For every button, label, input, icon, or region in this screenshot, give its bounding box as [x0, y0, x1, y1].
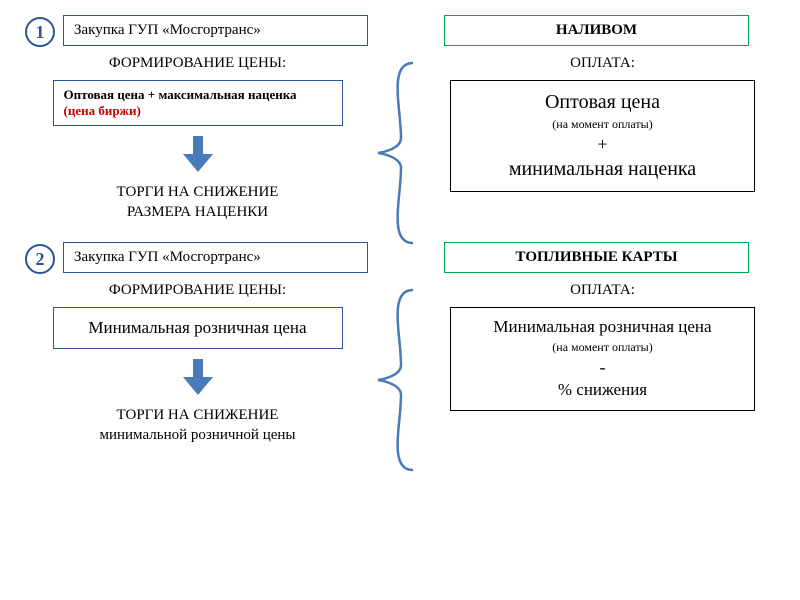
formula-line2-1: (цена биржи) [64, 103, 141, 118]
step-number-2: 2 [25, 244, 55, 274]
section-2-right: ОПЛАТА: Минимальная розничная цена (на м… [430, 280, 775, 411]
method-box-2: ТОПЛИВНЫЕ КАРТЫ [444, 242, 749, 273]
pay-l3-1: минимальная наценка [463, 156, 742, 183]
arrow-down-icon-2 [183, 359, 213, 400]
payment-heading-2: ОПЛАТА: [570, 282, 635, 299]
section-1-right: ОПЛАТА: Оптовая цена (на момент оплаты) … [430, 53, 775, 192]
step-number-1: 1 [25, 17, 55, 47]
section-1-body: ФОРМИРОВАНИЕ ЦЕНЫ: Оптовая цена + максим… [25, 53, 775, 222]
pay-l1-2: Минимальная розничная цена [463, 316, 742, 339]
price-formation-heading-2: ФОРМИРОВАНИЕ ЦЕНЫ: [109, 282, 286, 299]
arrow-down-icon-1 [183, 136, 213, 177]
auction-result-2: ТОРГИ НА СНИЖЕНИЕ минимальной розничной … [99, 406, 295, 445]
method-box-1: НАЛИВОМ [444, 15, 749, 46]
pay-l2-1: (на момент оплаты) [463, 116, 742, 132]
formula-box-2: Минимальная розничная цена [53, 307, 343, 349]
formula-box-1: Оптовая цена + максимальная наценка (цен… [53, 80, 343, 126]
formula-line1-2: Минимальная розничная цена [88, 318, 306, 337]
payment-heading-1: ОПЛАТА: [570, 55, 635, 72]
brace-icon-2 [373, 285, 418, 480]
pay-l3-2: % снижения [463, 379, 742, 402]
pay-op-2: - [463, 355, 742, 379]
formula-line1-1: Оптовая цена + максимальная наценка [64, 87, 297, 102]
payment-box-2: Минимальная розничная цена (на момент оп… [450, 307, 755, 411]
price-formation-heading-1: ФОРМИРОВАНИЕ ЦЕНЫ: [109, 55, 286, 72]
section-2-left: ФОРМИРОВАНИЕ ЦЕНЫ: Минимальная розничная… [25, 280, 370, 445]
pay-op-1: + [463, 132, 742, 156]
purchase-title-box-2: Закупка ГУП «Мосгортранс» [63, 242, 368, 273]
auction-result-1: ТОРГИ НА СНИЖЕНИЕ РАЗМЕРА НАЦЕНКИ [117, 183, 279, 222]
pay-l1-1: Оптовая цена [463, 89, 742, 116]
section-1-left: ФОРМИРОВАНИЕ ЦЕНЫ: Оптовая цена + максим… [25, 53, 370, 222]
section-2-body: ФОРМИРОВАНИЕ ЦЕНЫ: Минимальная розничная… [25, 280, 775, 445]
section-2: 2 Закупка ГУП «Мосгортранс» ТОПЛИВНЫЕ КА… [25, 242, 775, 445]
section-1: 1 Закупка ГУП «Мосгортранс» НАЛИВОМ ФОРМ… [25, 15, 775, 222]
payment-box-1: Оптовая цена (на момент оплаты) + минима… [450, 80, 755, 192]
section-2-header: 2 Закупка ГУП «Мосгортранс» ТОПЛИВНЫЕ КА… [25, 242, 775, 274]
pay-l2-2: (на момент оплаты) [463, 339, 742, 355]
brace-icon-1 [373, 58, 418, 253]
purchase-title-box-1: Закупка ГУП «Мосгортранс» [63, 15, 368, 46]
section-1-header: 1 Закупка ГУП «Мосгортранс» НАЛИВОМ [25, 15, 775, 47]
